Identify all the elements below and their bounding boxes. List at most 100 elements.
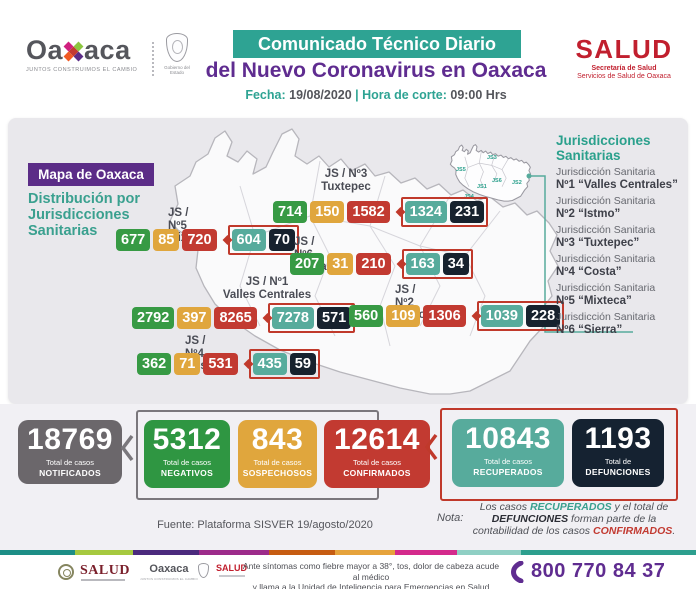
stat-negativos: 5312 Total de casos NEGATIVOS	[144, 420, 230, 488]
pill-sospechosos: 109	[386, 305, 421, 327]
jurisdictions-list-title: Jurisdicciones Sanitarias	[556, 133, 651, 163]
stripe-segment	[521, 550, 696, 555]
pill-defunciones: 34	[442, 253, 469, 275]
gray-chevron-connector	[120, 434, 134, 462]
pill-sospechosos: 150	[310, 201, 345, 223]
header-divider	[152, 42, 154, 76]
oaxaca-tagline: JUNTOS CONSTRUIMOS EL CAMBIO	[26, 67, 138, 73]
pill-confirmados: 1306	[423, 305, 466, 327]
pill-negativos: 2792	[132, 307, 175, 329]
salud-logo: SALUD Secretaría de Salud Servicios de S…	[566, 36, 682, 80]
list-item: Jurisdicción Sanitaria Nº2 “Istmo”	[556, 195, 656, 220]
stripe-segment	[75, 550, 133, 555]
recovered-deaths-group: 604 70	[227, 225, 299, 255]
pill-defunciones: 59	[289, 353, 316, 375]
pill-defunciones: 571	[317, 307, 352, 329]
stat-sospechosos: 843 Total de casos SOSPECHOSOS	[238, 420, 317, 488]
source-line: Fuente: Plataforma SISVER 19/agosto/2020	[157, 519, 373, 531]
jurisdictions-minimap: JS3 JS5 JS6 JS1 JS2 JS4	[440, 144, 532, 202]
phone-icon	[511, 561, 524, 583]
region-values-row: 714 150 1582 1324 231	[273, 197, 489, 227]
footer-advisory-line1: Ante síntomas como fiebre mayor a 38°, t…	[242, 561, 500, 582]
map-title: Mapa de Oaxaca	[28, 163, 154, 186]
pill-confirmados: 8265	[214, 307, 257, 329]
stat-notificados: 18769 Total de casos NOTIFICADOS	[18, 420, 122, 484]
pill-confirmados: 720	[182, 229, 217, 251]
stripe-segment	[395, 550, 457, 555]
pill-negativos: 207	[290, 253, 325, 275]
region-label: JS / Nº3 Tuxtepec	[321, 168, 371, 193]
pill-recuperados: 1324	[404, 201, 447, 223]
pill-defunciones: 70	[268, 229, 295, 251]
footer-oaxaca-logo: Oaxaca JUNTOS CONSTRUIMOS EL CAMBIO	[140, 563, 198, 581]
cutoff-value: 09:00 Hrs	[446, 88, 507, 102]
footer-crest-icon	[198, 563, 209, 578]
pill-defunciones: 228	[525, 305, 561, 327]
date-label: Fecha:	[245, 88, 286, 102]
recovered-deaths-group: 1324 231	[400, 197, 489, 227]
recovered-deaths-group: 7278 571	[267, 303, 356, 333]
oaxaca-wordmark-pre: Oa	[26, 35, 64, 65]
pill-confirmados: 531	[203, 353, 238, 375]
recovered-deaths-group: 163 34	[401, 249, 473, 279]
stripe-segment	[457, 550, 521, 555]
map-card: JS3 JS5 JS6 JS1 JS2 JS4 Mapa de Oaxaca D…	[8, 118, 688, 404]
stripe-segment	[269, 550, 335, 555]
footer-advisory: Ante síntomas como fiebre mayor a 38°, t…	[240, 561, 502, 589]
note-confirmados: CONFIRMADOS	[592, 525, 673, 537]
stripe-segment	[199, 550, 269, 555]
oaxaca-logo-wordmark: Oa aca	[26, 36, 151, 64]
pill-recuperados: 163	[405, 253, 440, 275]
stat-confirmados: 12614 Total de casos CONFIRMADOS	[324, 420, 430, 488]
region-label: JS / Nº1 Valles Centrales	[222, 276, 312, 301]
cutoff-label: Hora de corte:	[362, 88, 447, 102]
oaxaca-logo: Oa aca JUNTOS CONSTRUIMOS EL CAMBIO	[26, 36, 151, 73]
pill-recuperados: 7278	[271, 307, 314, 329]
note-recuperados: RECUPERADOS	[529, 501, 612, 513]
state-crest-icon	[166, 33, 188, 62]
red-chevron-connector	[424, 433, 438, 461]
list-item: Jurisdicción Sanitaria Nº5 “Mixteca”	[556, 282, 656, 307]
totals-band: 18769 Total de casos NOTIFICADOS 5312 To…	[0, 404, 696, 550]
date-value: 19/08/2020	[285, 88, 352, 102]
minimap-label-js1: JS1	[477, 184, 487, 190]
salud-wordmark: SALUD	[575, 34, 673, 64]
oaxaca-x-diamonds-icon	[63, 41, 84, 61]
federal-salud-caption-bar	[81, 579, 125, 581]
outcome-group-frame	[440, 408, 678, 501]
oaxaca-wordmark-post: aca	[84, 35, 131, 65]
recovered-deaths-group: 435 59	[248, 349, 320, 379]
title-band: Comunicado Técnico Diario	[233, 30, 521, 58]
minimap-label-js2: JS2	[512, 180, 522, 186]
minimap-shape	[449, 144, 532, 202]
footer: SALUD Oaxaca JUNTOS CONSTRUIMOS EL CAMBI…	[0, 555, 696, 589]
date-cutoff-line: Fecha: 19/08/2020 | Hora de corte: 09:00…	[178, 88, 574, 102]
federal-salud-wordmark: SALUD	[80, 563, 130, 578]
pill-sospechosos: 397	[177, 307, 212, 329]
salud-subtitle-1: Secretaría de Salud	[591, 65, 657, 72]
region-values-row: 362 71 531 435 59	[137, 349, 320, 379]
footer-color-stripe	[0, 550, 696, 555]
minimap-label-js5: JS5	[456, 167, 466, 173]
region-values-row: 560 109 1306 1039 228	[349, 301, 565, 331]
list-item: Jurisdicción Sanitaria Nº1 “Valles Centr…	[556, 166, 678, 191]
pill-negativos: 362	[137, 353, 172, 375]
pill-sospechosos: 85	[153, 229, 180, 251]
pill-negativos: 714	[273, 201, 308, 223]
stripe-segment	[0, 550, 75, 555]
region-values-row: 677 85 720 604 70	[116, 225, 299, 255]
pill-defunciones: 231	[449, 201, 485, 223]
pill-confirmados: 210	[356, 253, 391, 275]
pill-confirmados: 1582	[347, 201, 390, 223]
pill-sospechosos: 71	[174, 353, 201, 375]
note-label: Nota:	[437, 512, 464, 524]
footer-salud-oaxaca-logo: SALUD	[216, 564, 247, 577]
page-subtitle: del Nuevo Coronavirus en Oaxaca	[205, 59, 547, 82]
federal-salud-eagle-icon	[58, 564, 74, 580]
salud-subtitle-2: Servicios de Salud de Oaxaca	[577, 73, 671, 80]
note-text: Los casos RECUPERADOS y el total de DEFU…	[472, 501, 676, 537]
datetime-separator: |	[351, 88, 363, 102]
list-item: Jurisdicción Sanitaria Nº3 “Tuxtepec”	[556, 224, 656, 249]
stat-defunciones: 1193 Total de DEFUNCIONES	[572, 419, 664, 487]
